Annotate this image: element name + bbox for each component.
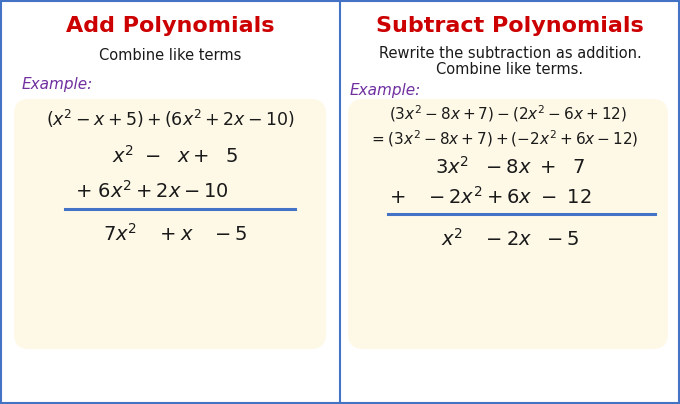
Text: $+\ \ \ -2x^2+6x\ -\ 12$: $+\ \ \ -2x^2+6x\ -\ 12$ — [389, 186, 592, 208]
Text: Subtract Polynomials: Subtract Polynomials — [376, 16, 644, 36]
Text: $7x^2\ \ \ +x\ \ \ -5$: $7x^2\ \ \ +x\ \ \ -5$ — [103, 223, 247, 245]
Text: Rewrite the subtraction as addition.: Rewrite the subtraction as addition. — [379, 46, 641, 61]
Text: $=\left(3x^2-8x+7\right)+\left(-2x^2+6x-12\right)$: $=\left(3x^2-8x+7\right)+\left(-2x^2+6x-… — [369, 128, 639, 149]
Text: $\left(3x^2-8x+7\right)-\left(2x^2-6x+12\right)$: $\left(3x^2-8x+7\right)-\left(2x^2-6x+12… — [389, 104, 627, 124]
Text: $x^2\ \ \ -2x\ \ -5$: $x^2\ \ \ -2x\ \ -5$ — [441, 228, 579, 250]
Text: Example:: Example: — [350, 82, 421, 97]
Text: Combine like terms.: Combine like terms. — [437, 63, 583, 78]
Text: Add Polynomials: Add Polynomials — [66, 16, 274, 36]
Text: $+\ 6x^2+2x-10$: $+\ 6x^2+2x-10$ — [75, 180, 229, 202]
Text: $3x^2\ \ -8x\ +\ \ 7$: $3x^2\ \ -8x\ +\ \ 7$ — [435, 156, 585, 178]
Text: Combine like terms: Combine like terms — [99, 48, 241, 63]
Text: Example:: Example: — [22, 76, 93, 91]
Text: $x^2 \ -\ \ x+\ \ 5$: $x^2 \ -\ \ x+\ \ 5$ — [112, 145, 238, 167]
FancyBboxPatch shape — [348, 99, 668, 349]
Text: $\left(x^2-x+5\right)+\left(6x^2+2x-10\right)$: $\left(x^2-x+5\right)+\left(6x^2+2x-10\r… — [46, 108, 294, 130]
FancyBboxPatch shape — [14, 99, 326, 349]
